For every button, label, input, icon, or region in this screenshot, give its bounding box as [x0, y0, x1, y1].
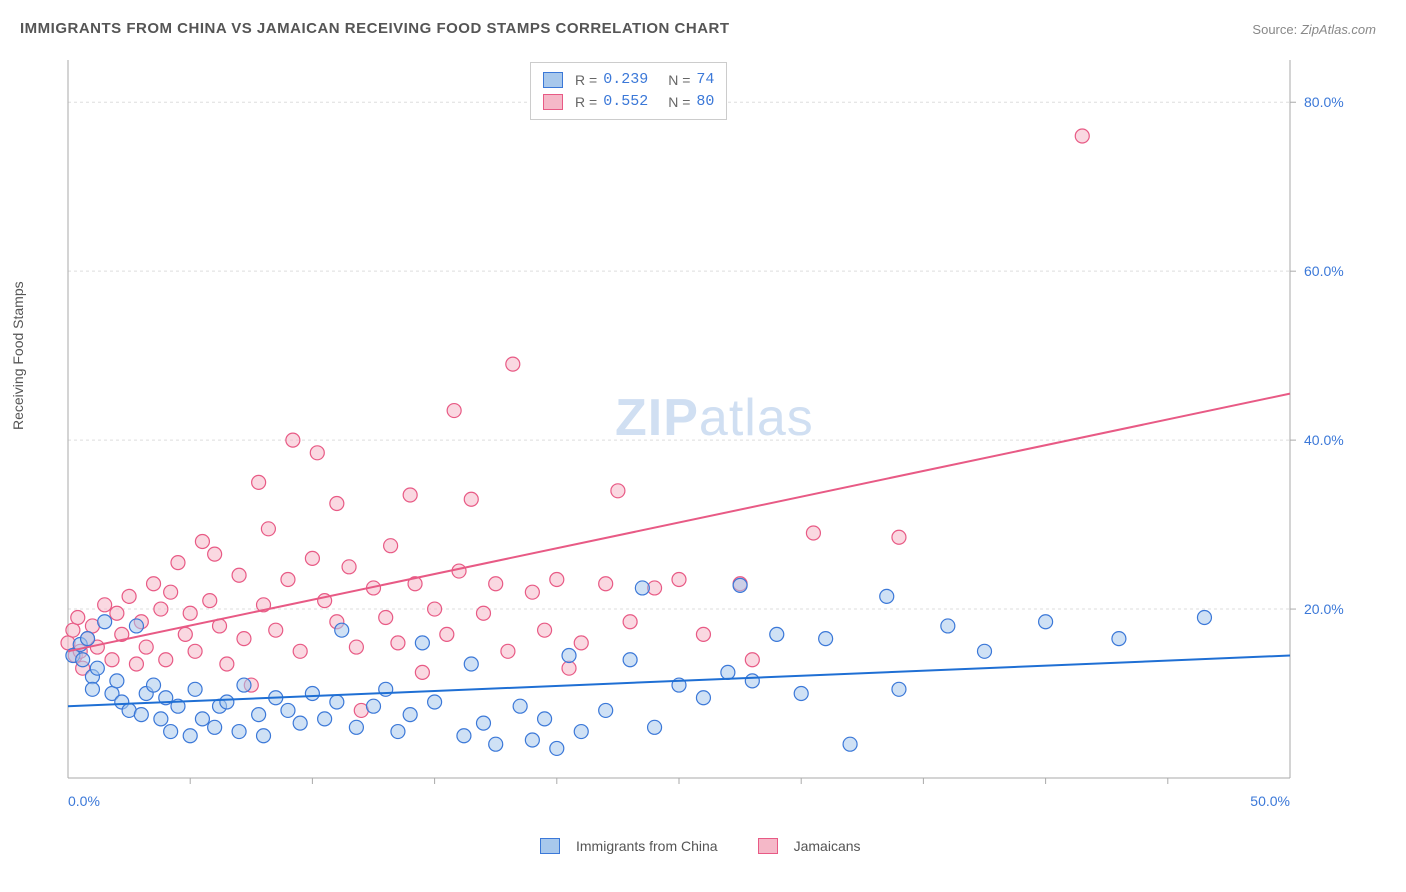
chart-title: IMMIGRANTS FROM CHINA VS JAMAICAN RECEIV… — [20, 20, 730, 37]
swatch-series1-bottom — [540, 838, 560, 854]
swatch-series2-bottom — [758, 838, 778, 854]
chart-svg: 20.0% 40.0% 60.0% 80.0% 0.0% 50.0% — [60, 58, 1350, 818]
n-value-2: 80 — [696, 91, 714, 113]
legend-row-series1: R = 0.239 N = 74 — [543, 69, 714, 91]
n-label-2: N = — [668, 91, 690, 113]
swatch-series1 — [543, 72, 563, 88]
n-label-1: N = — [668, 69, 690, 91]
svg-text:40.0%: 40.0% — [1304, 432, 1344, 448]
scatter-plot: 20.0%40.0%60.0%80.0%0.0%50.0% ZIPatlas R… — [60, 58, 1350, 818]
r-value-1: 0.239 — [603, 69, 648, 91]
svg-text:60.0%: 60.0% — [1304, 263, 1344, 279]
legend-label-series2: Jamaicans — [794, 838, 861, 854]
series-legend: Immigrants from China Jamaicans — [540, 838, 861, 854]
svg-text:80.0%: 80.0% — [1304, 94, 1344, 110]
y-axis-label: Receiving Food Stamps — [10, 281, 26, 430]
source-attribution: Source: ZipAtlas.com — [1252, 22, 1376, 37]
svg-text:0.0%: 0.0% — [68, 793, 100, 809]
legend-label-series1: Immigrants from China — [576, 838, 718, 854]
source-label: Source: — [1252, 22, 1297, 37]
legend-row-series2: R = 0.552 N = 80 — [543, 91, 714, 113]
r-label-2: R = — [575, 91, 597, 113]
correlation-legend: R = 0.239 N = 74 R = 0.552 N = 80 — [530, 62, 727, 120]
source-value: ZipAtlas.com — [1301, 22, 1376, 37]
r-value-2: 0.552 — [603, 91, 648, 113]
n-value-1: 74 — [696, 69, 714, 91]
svg-text:50.0%: 50.0% — [1250, 793, 1290, 809]
r-label-1: R = — [575, 69, 597, 91]
swatch-series2 — [543, 94, 563, 110]
svg-text:20.0%: 20.0% — [1304, 601, 1344, 617]
